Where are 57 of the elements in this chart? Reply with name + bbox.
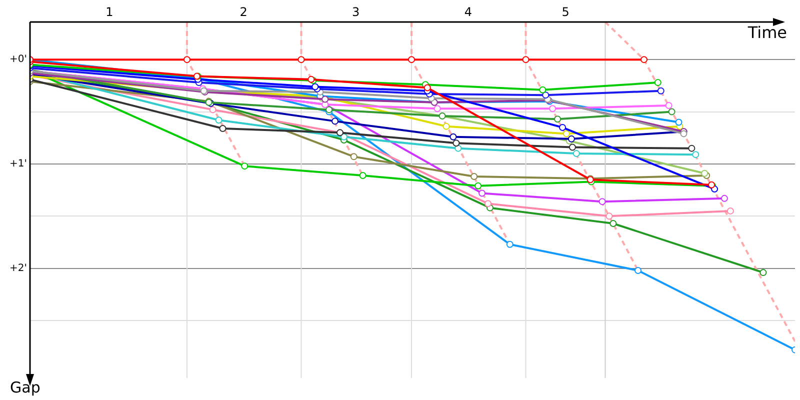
point [692,151,700,158]
point [215,116,222,124]
point [562,130,570,138]
point [350,153,358,160]
point [434,105,441,112]
point [241,162,248,170]
point [760,269,767,276]
point [657,87,664,94]
x-tick-label: 1 [106,4,114,19]
point [474,182,482,190]
point [654,79,662,86]
point [506,240,514,248]
point [549,105,556,112]
y-tick-label: +0' [10,54,27,66]
point [634,266,642,274]
point [688,144,696,152]
point [452,140,460,147]
x-tick-label: 3 [352,4,360,19]
point [340,133,348,140]
point [568,135,575,142]
point [209,106,216,114]
point [559,124,566,131]
point [298,56,305,64]
point [610,220,617,227]
x-tick-label: 2 [240,4,248,19]
point [484,200,492,208]
y-axis-title: Gap [10,378,40,396]
point [322,96,329,103]
point [219,124,226,132]
y-tick-label: +2' [10,262,27,274]
x-tick-label: 4 [464,4,472,19]
point [470,173,478,180]
point [720,194,728,202]
point [359,172,366,179]
point [183,56,190,64]
point [424,84,431,92]
point [675,118,682,126]
y-tick-label: +1' [10,158,27,170]
point [478,190,486,197]
point [442,122,450,130]
point [665,102,672,110]
point [542,92,550,99]
x-tick-label: 5 [562,4,570,19]
point [332,118,339,125]
point [606,212,613,220]
point [568,144,576,151]
point [522,56,530,64]
point [539,86,546,94]
point [554,116,562,123]
point [408,56,416,64]
x-axis-title: Time [746,23,787,42]
point [668,108,676,116]
point [726,207,734,214]
point [572,150,580,158]
point [450,133,457,140]
point [598,198,606,206]
point [640,56,648,64]
